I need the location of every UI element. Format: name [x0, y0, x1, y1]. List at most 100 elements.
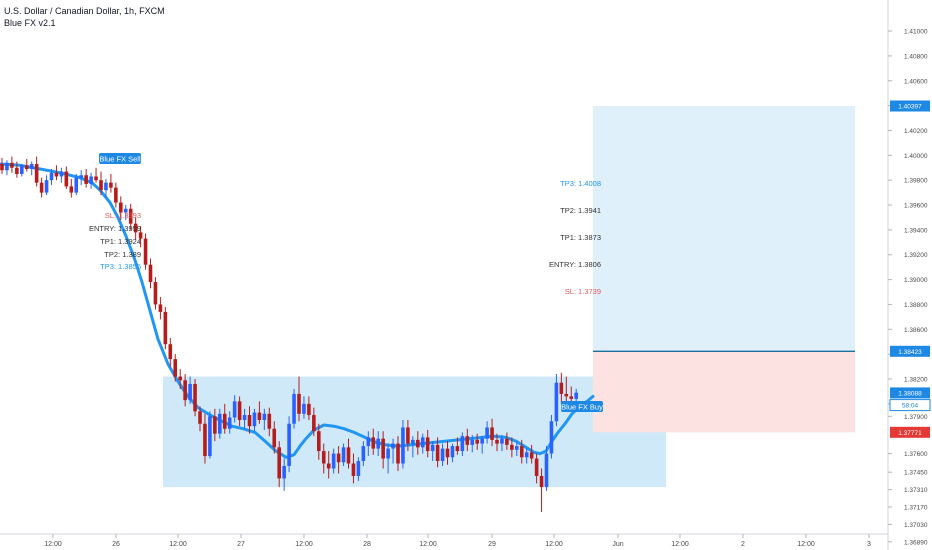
x-tick-label: 26	[112, 541, 120, 548]
candle-body	[564, 393, 569, 397]
candle	[114, 182, 118, 208]
candle	[515, 442, 519, 457]
price-tag-box	[890, 345, 930, 357]
candle	[153, 277, 158, 310]
candle-body	[307, 403, 311, 416]
candle-body	[396, 443, 400, 464]
candle-body	[302, 403, 306, 414]
candle	[351, 453, 356, 484]
candle	[34, 156, 39, 187]
candle-body	[267, 413, 272, 429]
candle-body	[297, 393, 301, 414]
candle	[242, 408, 247, 429]
candle-body	[574, 392, 578, 399]
candle-body	[425, 437, 430, 452]
candle	[203, 413, 207, 464]
sell-signal-text[interactable]: Blue FX Sell	[99, 155, 141, 164]
price-tag-box	[889, 399, 931, 412]
candle-body	[94, 176, 98, 181]
candle	[435, 437, 440, 468]
candle-body	[534, 458, 539, 476]
y-tick-label: 1.39400	[904, 227, 928, 234]
candle-body	[242, 415, 247, 421]
candle	[287, 416, 291, 473]
candle	[237, 396, 242, 427]
candle	[89, 172, 93, 189]
candle	[307, 396, 311, 421]
candle-body	[420, 437, 425, 448]
candle-body	[371, 437, 376, 449]
candle-body	[386, 448, 390, 459]
candle-body	[148, 264, 153, 283]
buy-level-label: TP3: 1.4008	[560, 179, 601, 188]
candle-body	[247, 415, 252, 427]
candle	[485, 421, 489, 444]
price-tag-label: 1.38088	[898, 390, 922, 397]
buy-signal-box[interactable]	[561, 401, 603, 412]
candle-body	[495, 439, 499, 444]
candle-body	[208, 416, 212, 457]
candle	[505, 432, 509, 450]
candle-body	[173, 359, 178, 377]
buy-level-label: ENTRY: 1.3806	[549, 260, 601, 269]
sell-signal-box[interactable]	[99, 153, 141, 164]
x-tick-label: 12:00	[545, 541, 563, 548]
candle	[232, 395, 237, 423]
candle	[420, 433, 425, 454]
candle	[227, 411, 232, 434]
candle-body	[227, 417, 232, 429]
buy-signal-text[interactable]: Blue FX Buy	[561, 403, 603, 412]
candle-body	[490, 427, 494, 440]
candle	[475, 433, 479, 450]
x-tick-label: 27	[237, 541, 245, 548]
sell-signal-label[interactable]: Blue FX Sell	[99, 153, 141, 164]
candle-body	[529, 452, 534, 459]
y-tick-label: 1.40000	[904, 153, 928, 160]
candle-body	[198, 411, 202, 424]
candle-body	[460, 436, 465, 452]
y-tick-label: 1.39800	[904, 178, 928, 185]
candle	[218, 408, 222, 439]
candle	[257, 401, 262, 424]
candle-body	[381, 438, 385, 459]
candle	[510, 437, 514, 458]
candle	[44, 175, 49, 196]
candle	[554, 374, 559, 427]
candle	[317, 423, 321, 460]
candle	[321, 443, 326, 474]
candle	[539, 468, 544, 512]
candle	[252, 408, 257, 432]
candle-body	[89, 176, 93, 184]
candle-body	[138, 232, 143, 239]
candle	[411, 436, 415, 458]
candle-body	[430, 444, 435, 452]
candle-body	[123, 208, 128, 213]
y-tick-label: 1.37900	[904, 414, 928, 421]
candle	[24, 159, 29, 172]
candle	[416, 431, 420, 455]
candle-body	[312, 415, 316, 432]
candle	[450, 443, 455, 463]
candle-body	[168, 344, 173, 360]
candle	[0, 157, 4, 174]
candle	[480, 436, 484, 454]
candle	[158, 296, 163, 320]
candle-body	[510, 444, 514, 450]
candle	[178, 369, 182, 389]
candle	[490, 418, 494, 447]
candle-body	[64, 171, 69, 187]
candle-body	[15, 167, 19, 174]
candle	[465, 428, 470, 452]
y-tick-label: 1.37310	[904, 487, 928, 494]
candle	[247, 406, 252, 434]
candle-body	[411, 439, 415, 444]
candle	[500, 434, 504, 452]
candle	[39, 177, 44, 198]
buy-signal-label[interactable]: Blue FX Buy	[561, 401, 603, 412]
candle	[69, 178, 74, 198]
x-tick-label: 12:00	[797, 541, 815, 548]
price-tag-box	[890, 387, 930, 399]
candle	[183, 374, 187, 407]
candle	[524, 448, 529, 464]
